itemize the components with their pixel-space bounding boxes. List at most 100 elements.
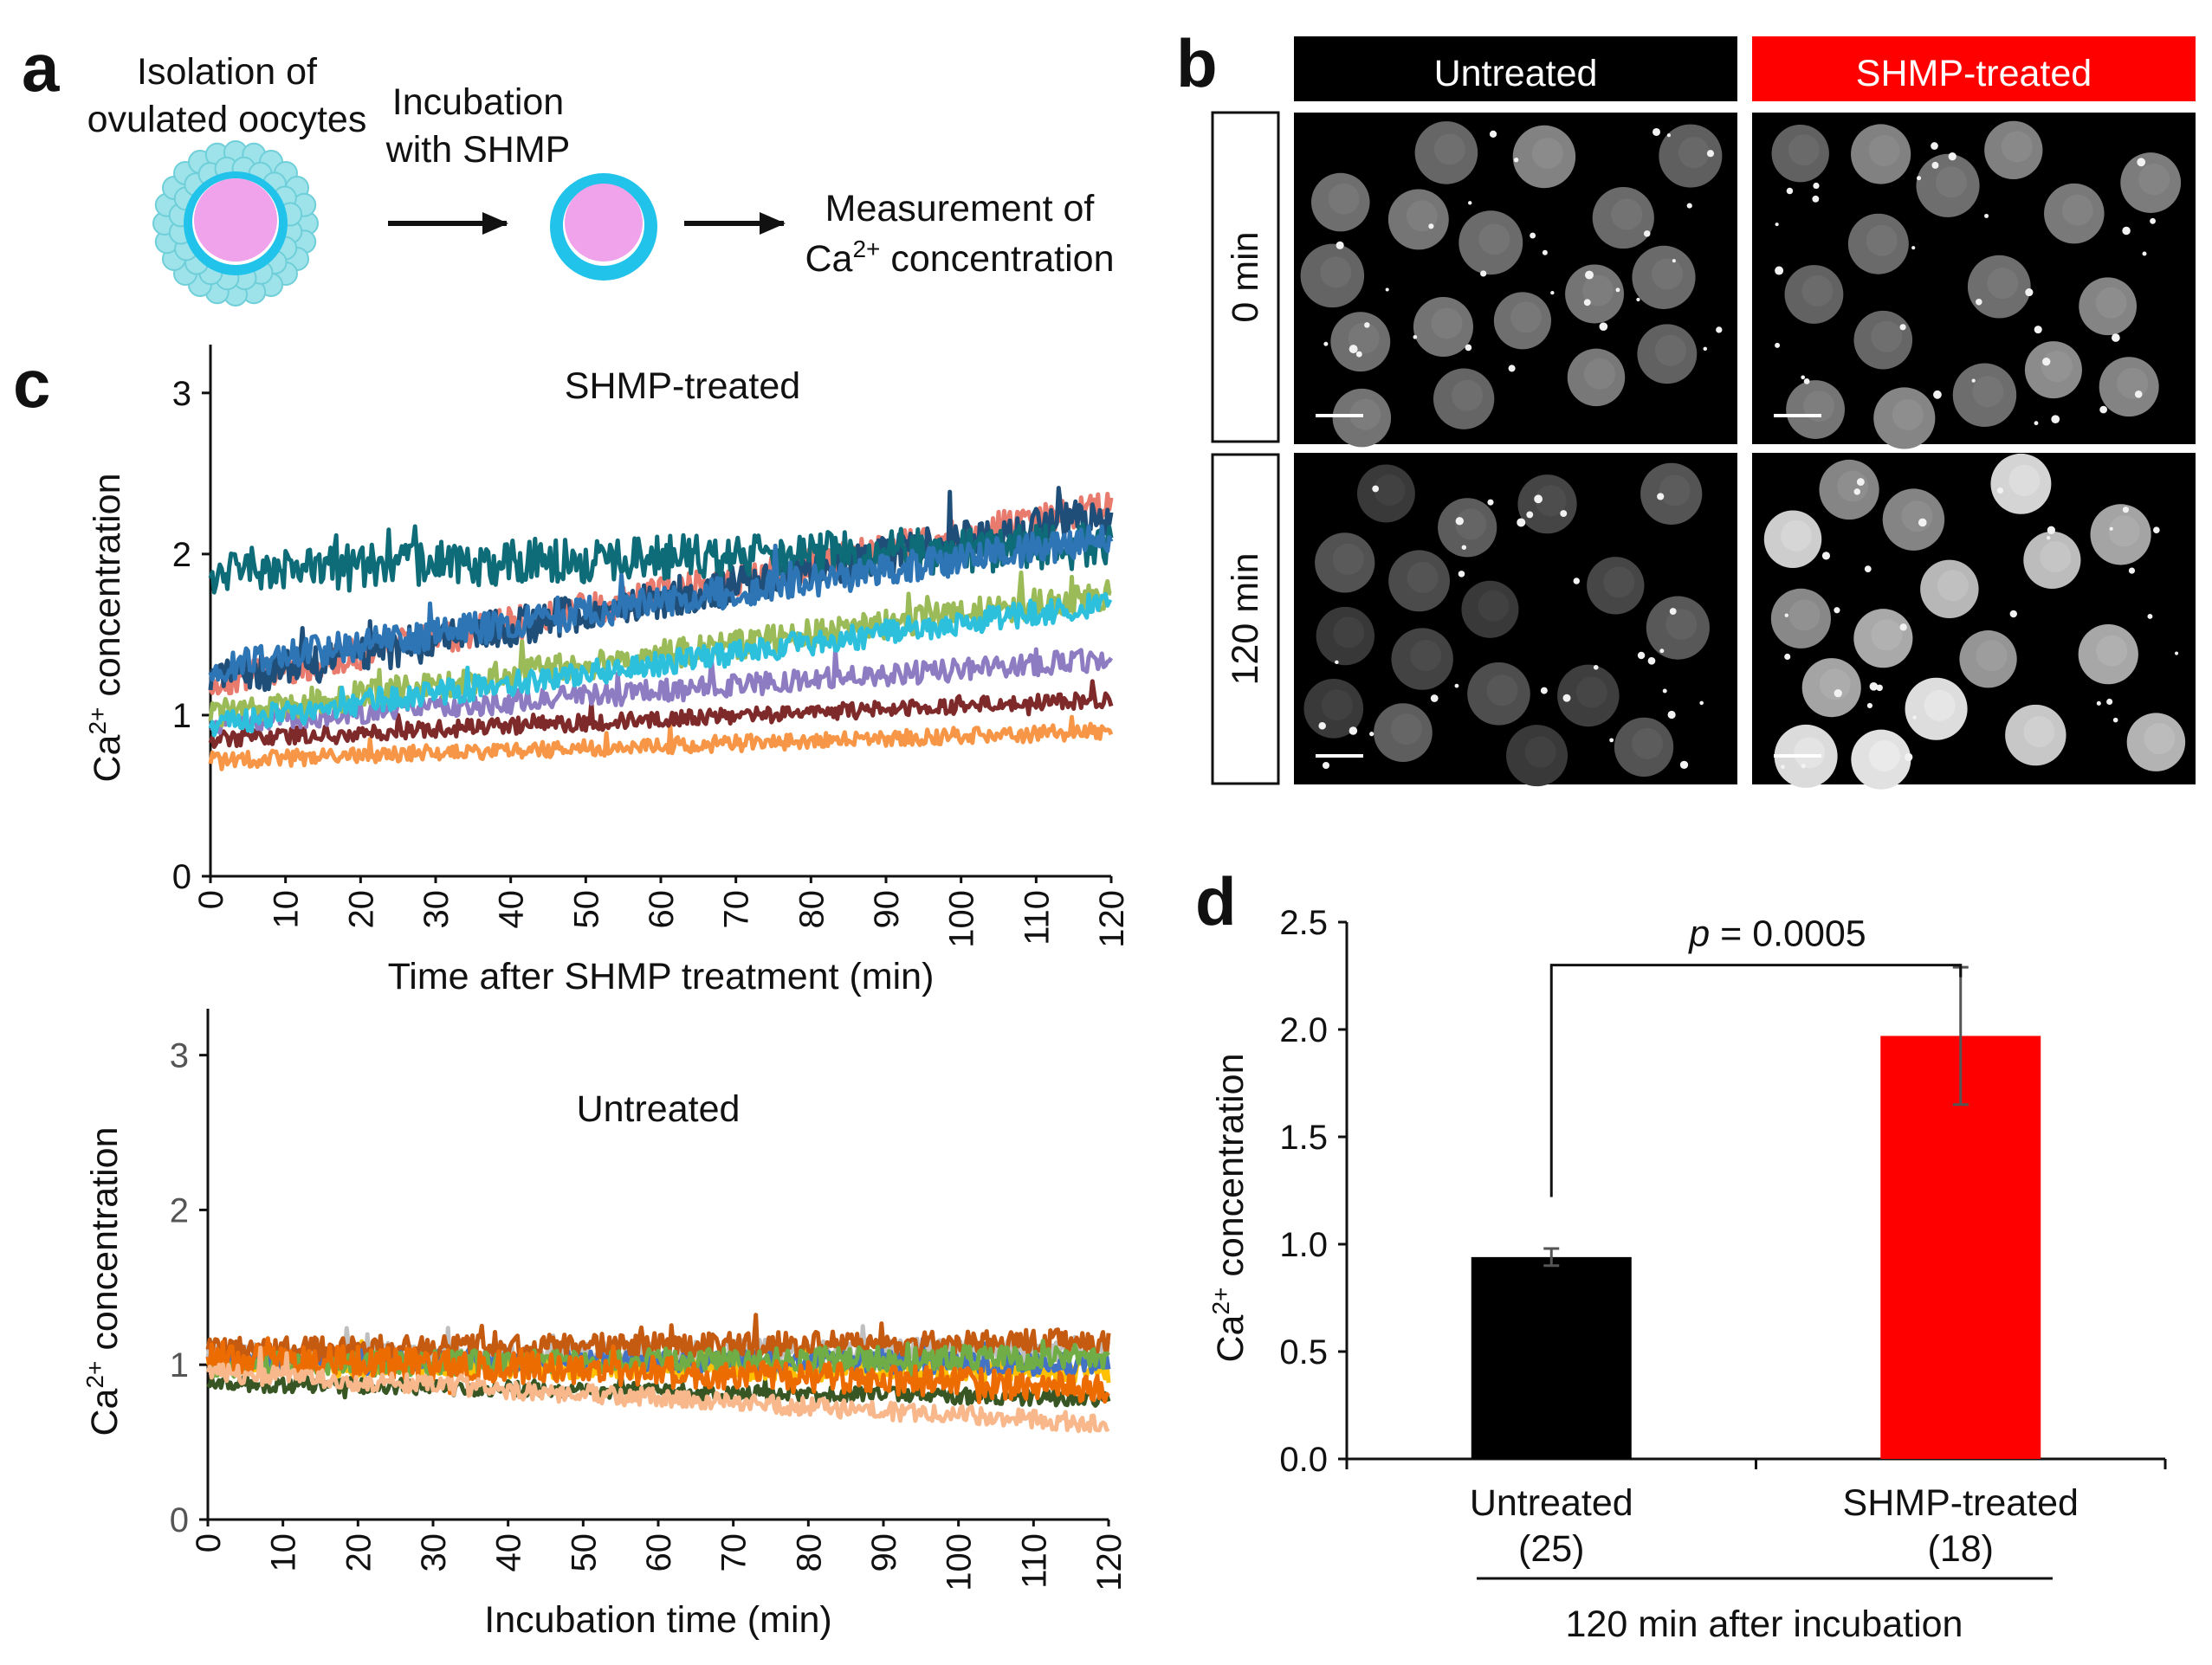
step2-line1: Incubation: [392, 81, 564, 123]
x-tick-label: 60: [643, 890, 681, 929]
debris-dot: [1413, 334, 1418, 339]
oocyte-body: [194, 178, 277, 261]
x-tick-label: 80: [792, 890, 831, 929]
category-label: SHMP-treated: [1843, 1482, 2079, 1524]
bar-1: [1880, 1036, 2041, 1459]
debris-dot: [1372, 485, 1380, 493]
significance-bracket: [1549, 964, 1963, 1197]
debris-dot: [1318, 721, 1326, 730]
debris-dot: [1856, 478, 1865, 487]
cell-highlight: [2041, 351, 2073, 383]
debris-dot: [1931, 142, 1938, 150]
cell-highlight: [1871, 320, 1903, 352]
x-tick-label: 10: [268, 890, 306, 929]
series-line-trace-1: [208, 714, 1114, 771]
cell-highlight: [2061, 194, 2093, 226]
cell-highlight: [1801, 274, 1834, 307]
debris-dot: [2034, 326, 2042, 334]
cell-highlight: [2023, 716, 2055, 748]
cell-highlight: [2144, 723, 2176, 755]
debris-dot: [1583, 299, 1591, 307]
debris-dot: [2174, 651, 2179, 655]
debris-dot: [2142, 251, 2147, 256]
debris-dot: [1657, 493, 1665, 500]
category-n-label: (25): [1518, 1528, 1584, 1570]
debris-dot: [1369, 732, 1374, 737]
debris-dot: [2096, 700, 2101, 706]
debris-dot: [1864, 565, 1872, 573]
cell-highlight: [1321, 689, 1353, 721]
debris-dot: [1323, 341, 1329, 346]
debris-dot: [1899, 623, 1907, 631]
denuded-oocyte: [550, 173, 657, 281]
row-label-0min: 0 min: [1225, 231, 1266, 322]
series-line-trace-7: [205, 1336, 1110, 1404]
debris-dot: [1428, 223, 1434, 229]
cell-highlight: [1788, 134, 1820, 166]
x-tick-label: 90: [868, 890, 906, 929]
cell-highlight: [1486, 674, 1518, 707]
x-axis-title: Time after SHMP treatment (min): [388, 956, 935, 997]
oocyte-body: [565, 184, 643, 261]
cell-highlight: [1583, 358, 1615, 390]
debris-dot: [1917, 176, 1922, 181]
micrograph-untreated-0min: [1294, 113, 1737, 448]
x-tick-label: 80: [790, 1533, 828, 1572]
cell-highlight: [2095, 287, 2127, 319]
cell-highlight: [1659, 474, 1691, 507]
debris-dot: [1976, 298, 1982, 306]
debris-dot: [1335, 660, 1339, 665]
cell-highlight: [1478, 590, 1510, 622]
debris-dot: [1821, 552, 1831, 560]
x-tick-label: 100: [943, 890, 981, 948]
chart-title: SHMP-treated: [565, 365, 800, 407]
debris-dot: [2134, 390, 2143, 398]
debris-dot: [2034, 421, 2039, 426]
debris-dot: [2025, 288, 2034, 297]
debris-dot: [2099, 405, 2107, 414]
debris-dot: [1336, 241, 1344, 249]
cell-highlight: [2096, 635, 2128, 667]
x-tick-label: 60: [640, 1533, 678, 1572]
y-tick-label: 0: [172, 858, 191, 896]
debris-dot: [1465, 344, 1472, 352]
debris-dot: [1458, 571, 1465, 578]
panel-label-c: c: [13, 345, 50, 422]
y-tick-label: 0: [170, 1501, 189, 1539]
cell-highlight: [1924, 689, 1956, 721]
row-label-box-120: [1211, 453, 1280, 785]
y-axis-title: Ca2+ concentration: [1207, 1053, 1252, 1362]
debris-dot: [1364, 322, 1370, 328]
cell-highlight: [1901, 500, 1933, 532]
series-line-trace-2: [208, 679, 1114, 749]
debris-dot: [1609, 738, 1614, 743]
panel-label-d: d: [1195, 863, 1237, 939]
debris-dot: [1662, 688, 1667, 694]
panel-b: b Untreated SHMP-treated 0 min 120 min: [1176, 25, 2196, 790]
cell-highlight: [1452, 379, 1484, 411]
debris-dot: [1647, 656, 1656, 665]
debris-dot: [1686, 203, 1692, 209]
debris-dot: [1659, 649, 1665, 654]
debris-dot: [2112, 333, 2120, 342]
debris-dot: [1781, 765, 1785, 770]
debris-dot: [1784, 613, 1788, 617]
debris-dot: [1834, 689, 1842, 698]
cell-highlight: [1794, 737, 1826, 769]
debris-dot: [1530, 232, 1536, 239]
x-tick-label: 110: [1015, 1533, 1053, 1589]
cell-highlight: [2001, 131, 2033, 163]
y-tick-label: 3: [172, 375, 191, 413]
cell-highlight: [1868, 740, 1900, 772]
debris-dot: [1918, 518, 1927, 527]
debris-dot: [1542, 249, 1548, 255]
y-tick-label: 1: [170, 1346, 189, 1384]
cell-highlight: [1972, 376, 2004, 408]
cell-highlight: [1328, 183, 1360, 215]
cell-highlight: [1936, 166, 1968, 198]
debris-dot: [1948, 152, 1957, 161]
y-tick-label: 0.0: [1279, 1441, 1328, 1479]
debris-dot: [1461, 545, 1467, 550]
y-tick-label: 3: [170, 1037, 189, 1075]
